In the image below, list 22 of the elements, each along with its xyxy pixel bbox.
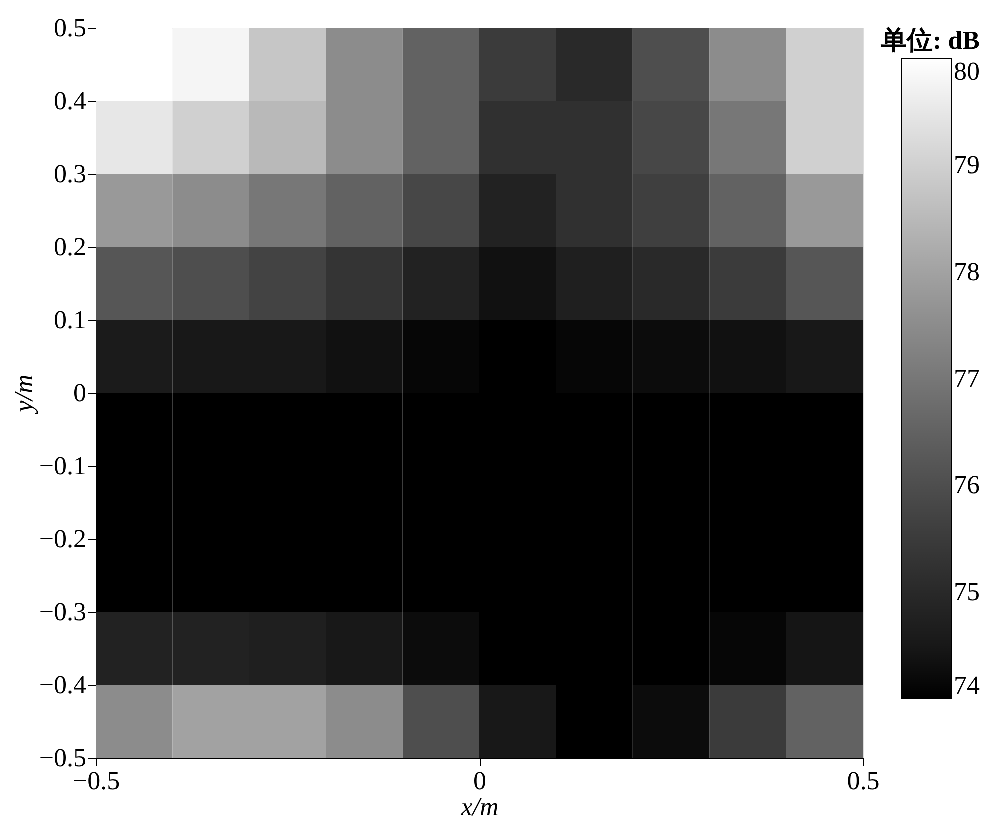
y-tick-label: −0.2 [39, 524, 86, 554]
color-bar-label: 77 [954, 364, 980, 393]
x-axis-title: x/m [460, 792, 499, 822]
x-tick-label: 0 [474, 766, 486, 796]
color-bar-title: 单位: dB [880, 26, 980, 55]
y-tick-label: 0.3 [54, 160, 86, 188]
x-tick-label: 0.5 [847, 766, 880, 796]
y-tick-label: 0.5 [54, 14, 86, 42]
color-bar-label: 76 [954, 470, 980, 500]
color-bar-label: 78 [954, 257, 980, 286]
y-tick-label: 0.1 [54, 306, 86, 334]
color-bar-label: 79 [954, 150, 980, 180]
color-bar-label: 74 [954, 671, 980, 700]
y-tick-label: 0.4 [54, 86, 86, 116]
y-axis-title: y/m [9, 374, 38, 416]
color-bar-label: 75 [954, 577, 980, 606]
y-tick-label: 0.2 [54, 232, 86, 262]
y-tick-label: 0 [74, 378, 86, 408]
y-tick-label: −0.3 [39, 598, 86, 626]
y-tick-label: −0.4 [39, 670, 86, 700]
color-bar-label: 80 [954, 57, 980, 86]
y-tick-label: −0.1 [39, 452, 86, 480]
